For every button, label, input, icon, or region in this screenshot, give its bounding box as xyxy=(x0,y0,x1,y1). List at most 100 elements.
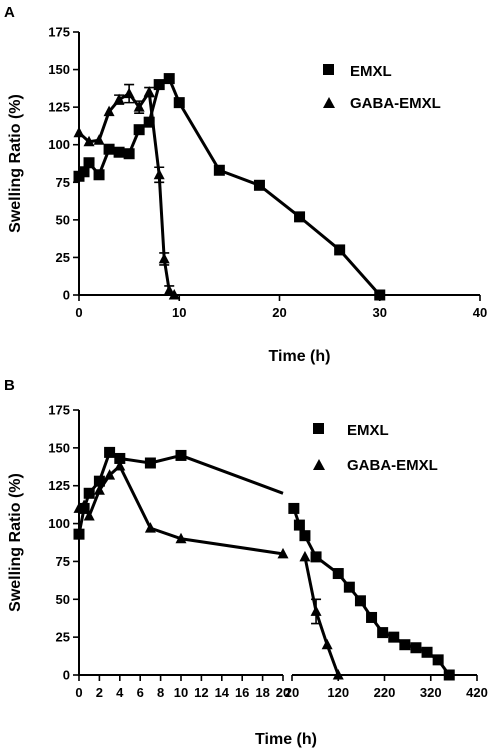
x-tick-label: 8 xyxy=(157,685,164,700)
emxl-point xyxy=(103,143,115,155)
emxl-point xyxy=(104,446,116,458)
y-tick-label: 0 xyxy=(63,288,70,303)
panel-a-x-axis-title: Time (h) xyxy=(269,348,331,365)
gaba-emxl-point xyxy=(153,168,165,180)
legend-emxl-marker xyxy=(313,423,324,434)
x-tick-label: 2 xyxy=(96,685,103,700)
y-tick-label: 25 xyxy=(56,630,70,645)
gaba-emxl-point xyxy=(310,605,322,616)
y-tick-label: 75 xyxy=(56,554,70,569)
emxl-point xyxy=(93,475,105,487)
panel-b-line-gaba-emxl-right xyxy=(303,556,340,676)
y-tick-label: 125 xyxy=(48,478,70,493)
panel-b-label: B xyxy=(4,377,15,394)
x-tick-label: 20 xyxy=(285,685,299,700)
gaba-emxl-point xyxy=(277,547,289,559)
gaba-emxl-point xyxy=(144,522,156,533)
gaba-emxl-point xyxy=(93,484,105,495)
x-tick-label: 40 xyxy=(473,305,487,320)
emxl-point xyxy=(213,164,225,176)
x-tick-label: 12 xyxy=(194,685,208,700)
panel-a-legend-emxl: EMXL xyxy=(350,63,392,80)
gaba-emxl-point xyxy=(133,101,145,112)
emxl-point xyxy=(293,519,305,531)
panel-a-legend-gaba-emxl: GABA-EMXL xyxy=(350,95,441,112)
emxl-point xyxy=(113,146,125,158)
emxl-point xyxy=(83,157,95,169)
gaba-emxl-point xyxy=(158,252,170,264)
emxl-point xyxy=(144,457,156,469)
x-tick-label: 20 xyxy=(272,305,286,320)
y-tick-label: 25 xyxy=(56,250,70,265)
y-tick-label: 100 xyxy=(48,137,70,152)
emxl-point xyxy=(374,289,386,301)
gaba-emxl-point xyxy=(73,502,85,513)
panel-a-chart: A Swelling Ratio (%) Time (h) 0255075100… xyxy=(4,4,487,365)
gaba-emxl-point xyxy=(83,510,95,521)
gaba-emxl-point xyxy=(113,93,125,105)
gaba-emxl-point xyxy=(103,105,115,117)
emxl-point xyxy=(366,611,378,623)
gaba-emxl-point xyxy=(114,460,126,471)
y-tick-label: 50 xyxy=(56,212,70,227)
y-tick-label: 75 xyxy=(56,175,70,190)
emxl-point xyxy=(310,551,322,563)
emxl-point xyxy=(343,581,355,593)
emxl-point xyxy=(93,169,105,181)
emxl-point xyxy=(123,148,135,160)
y-tick-label: 175 xyxy=(48,403,70,418)
legend-emxl-marker xyxy=(323,64,334,75)
emxl-point xyxy=(73,528,85,540)
emxl-point xyxy=(163,73,175,85)
emxl-point xyxy=(153,79,165,91)
legend-gaba-emxl-marker xyxy=(323,97,335,108)
x-tick-label: 6 xyxy=(137,685,144,700)
emxl-point xyxy=(334,244,346,256)
y-tick-label: 150 xyxy=(48,440,70,455)
gaba-emxl-point xyxy=(163,284,175,295)
panel-b-x-axis-title: Time (h) xyxy=(255,731,317,748)
emxl-point xyxy=(253,179,265,191)
y-tick-label: 0 xyxy=(63,668,70,683)
emxl-point xyxy=(410,642,422,654)
gaba-emxl-point xyxy=(104,469,116,480)
legend-gaba-emxl-marker xyxy=(313,459,325,470)
gaba-emxl-point xyxy=(143,86,155,97)
emxl-point xyxy=(421,646,433,658)
x-tick-label: 420 xyxy=(466,685,488,700)
y-tick-label: 100 xyxy=(48,516,70,531)
x-tick-label: 0 xyxy=(75,305,82,320)
x-tick-label: 4 xyxy=(116,685,124,700)
gaba-emxl-point xyxy=(78,499,90,510)
x-tick-label: 220 xyxy=(374,685,396,700)
emxl-point xyxy=(332,568,344,580)
emxl-point xyxy=(294,211,306,223)
gaba-emxl-point xyxy=(175,532,187,544)
x-tick-label: 10 xyxy=(174,685,188,700)
panel-a-label: A xyxy=(4,4,15,21)
panel-b-line-emxl-left xyxy=(77,450,284,535)
emxl-point xyxy=(399,639,411,651)
emxl-point xyxy=(143,116,155,128)
x-tick-label: 0 xyxy=(75,685,82,700)
x-tick-label: 14 xyxy=(215,685,230,700)
x-tick-label: 120 xyxy=(327,685,349,700)
gaba-emxl-point xyxy=(83,135,95,147)
panel-b-legend-emxl: EMXL xyxy=(347,422,389,439)
x-tick-label: 18 xyxy=(255,685,269,700)
gaba-emxl-point xyxy=(123,87,135,99)
y-tick-label: 175 xyxy=(48,25,70,40)
panel-b-chart: B Swelling Ratio (%) Time (h) 0255075100… xyxy=(4,377,488,748)
x-tick-label: 16 xyxy=(235,685,249,700)
panel-b-legend-gaba-emxl: GABA-EMXL xyxy=(347,457,438,474)
gaba-emxl-point xyxy=(168,289,180,300)
emxl-point xyxy=(78,166,90,178)
gaba-emxl-point xyxy=(73,126,85,138)
y-tick-label: 150 xyxy=(48,62,70,77)
emxl-point xyxy=(175,449,187,461)
emxl-point xyxy=(299,530,311,542)
panel-a-axes xyxy=(78,32,480,296)
emxl-point xyxy=(83,487,95,499)
gaba-emxl-point xyxy=(332,669,344,680)
panel-b-y-axis-title: Swelling Ratio (%) xyxy=(7,473,24,612)
